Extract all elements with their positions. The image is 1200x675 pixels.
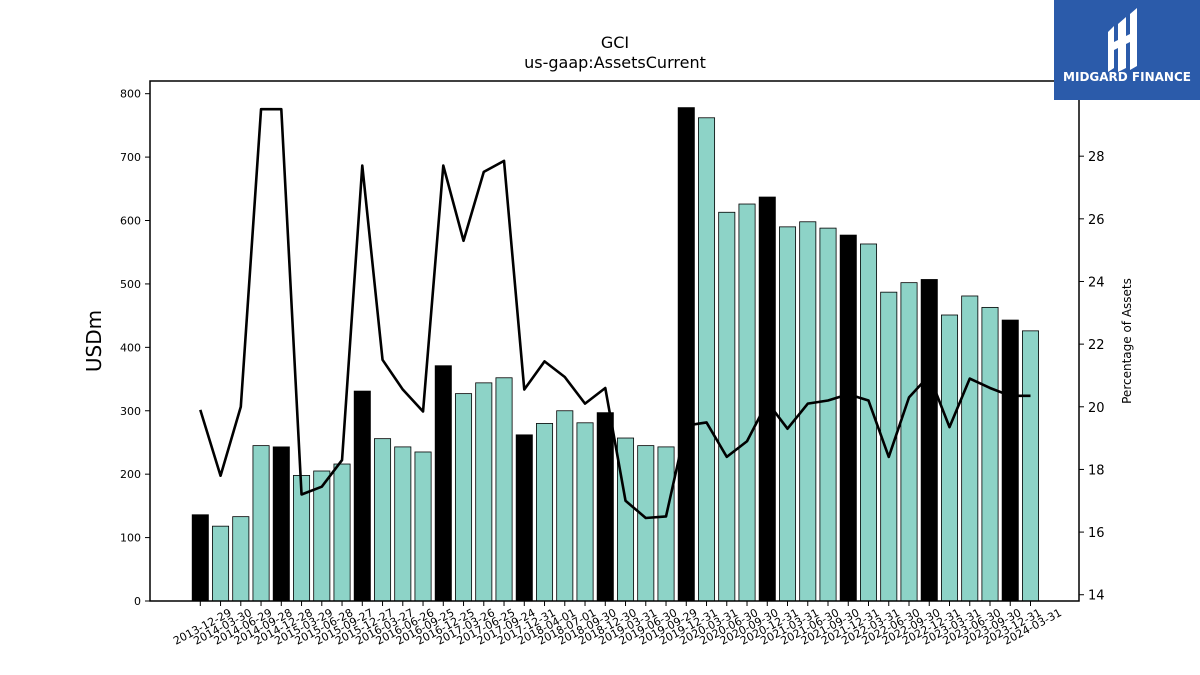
y-tick-label: 100 (120, 532, 141, 545)
bar (333, 463, 351, 602)
bar (819, 227, 837, 602)
bar (839, 234, 857, 602)
left-axis: 0 100 200 300 400 500 600 700 800 (120, 88, 150, 608)
bar (191, 514, 209, 602)
y2-tick-label: 26 (1088, 213, 1105, 228)
chart-subtitle: us-gaap:AssetsCurrent (524, 53, 706, 72)
y-tick-label: 700 (120, 151, 141, 164)
bar (677, 107, 695, 602)
bar (556, 410, 574, 602)
bar (920, 279, 938, 602)
bar (718, 211, 736, 602)
brand-logo: MIDGARD FINANCE (1054, 0, 1200, 100)
y-tick-label: 800 (120, 88, 141, 101)
right-axis: 14 16 18 20 22 24 26 28 (1079, 150, 1105, 604)
logo-background (1054, 0, 1200, 100)
bar (272, 446, 290, 602)
y2-tick-label: 22 (1088, 338, 1105, 353)
bar (252, 445, 270, 602)
y-tick-label: 300 (120, 405, 141, 418)
bar (981, 306, 999, 602)
bar (637, 445, 655, 602)
bar (698, 117, 716, 602)
y-tick-label: 200 (120, 468, 141, 481)
y2-tick-label: 14 (1088, 589, 1105, 604)
y2-tick-label: 24 (1088, 275, 1105, 290)
bar (880, 291, 898, 602)
bar (758, 196, 776, 602)
bar (374, 438, 392, 602)
bar (961, 295, 979, 602)
y2-tick-label: 28 (1088, 150, 1105, 165)
bar (596, 412, 614, 602)
y-tick-label: 600 (120, 215, 141, 228)
bar (860, 243, 878, 602)
plot-frame (149, 80, 1080, 602)
bar (657, 446, 675, 602)
bars-group (191, 107, 1040, 602)
bar (576, 422, 594, 602)
bar (515, 434, 533, 602)
bar (212, 525, 230, 602)
bar (414, 451, 432, 602)
bar (1001, 319, 1019, 602)
bar (455, 393, 473, 602)
x-axis: 2013-12-292014-03-302014-06-292014-09-28… (171, 601, 1064, 648)
bar (1022, 330, 1040, 602)
y2-axis-label: Percentage of Assets (1120, 278, 1134, 404)
chart-title: GCI (601, 33, 629, 52)
logo-mark-icon (1108, 8, 1137, 72)
percentage-line (199, 107, 1031, 520)
bar (900, 282, 918, 602)
bar (313, 470, 331, 602)
bar (779, 226, 797, 602)
bar (738, 203, 756, 602)
bar (394, 446, 412, 602)
y-tick-label: 400 (120, 341, 141, 354)
bar (495, 377, 513, 602)
bar (475, 382, 493, 602)
y-tick-label: 500 (120, 278, 141, 291)
bar (232, 516, 250, 602)
y-tick-label: 0 (134, 595, 141, 608)
logo-text: MIDGARD FINANCE (1063, 70, 1191, 84)
bar (536, 423, 554, 602)
bar (941, 314, 959, 602)
y2-tick-label: 16 (1088, 526, 1105, 541)
y2-tick-label: 20 (1088, 401, 1105, 416)
bar (353, 390, 371, 602)
y2-tick-label: 18 (1088, 463, 1105, 478)
bar (434, 365, 452, 602)
line-group (199, 107, 1031, 520)
y-axis-label: USDm (82, 310, 106, 372)
